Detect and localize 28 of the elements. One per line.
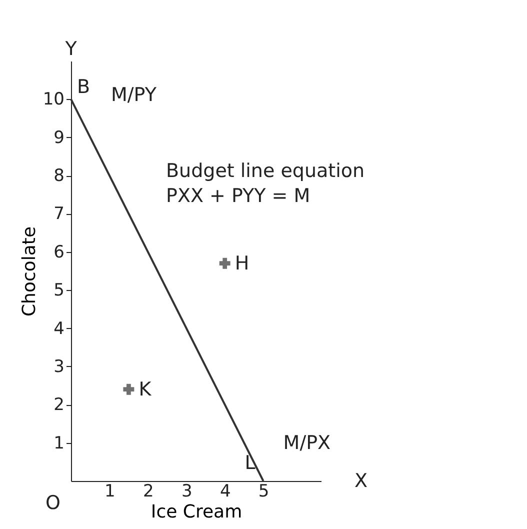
y-tick-label: 8 <box>54 166 64 186</box>
x-tick-label: 1 <box>104 482 116 502</box>
annotation: M/PX <box>283 432 331 454</box>
y-tick-label: 6 <box>54 242 64 262</box>
y-axis-title: Chocolate <box>18 226 40 317</box>
y-tick-label: 10 <box>42 90 64 110</box>
x-tick-label: 3 <box>181 482 192 502</box>
x-tick-label: 2 <box>143 482 154 502</box>
text: X <box>354 470 368 492</box>
annotation: PXX + PYY = M <box>166 185 310 207</box>
y-tick-label: 7 <box>54 204 64 224</box>
y-tick-label: 2 <box>54 395 64 416</box>
x-tick-label: 5 <box>258 482 270 502</box>
annotation: K <box>138 378 152 400</box>
y-tick-label: 1 <box>54 433 64 454</box>
annotation: L <box>244 452 256 474</box>
x-axis-title: Ice Cream <box>150 502 242 522</box>
y-tick-label: 3 <box>54 356 64 377</box>
y-tick-label: 9 <box>54 128 64 148</box>
y-tick-label: 4 <box>54 318 64 339</box>
annotation: Budget line equation <box>166 160 365 182</box>
text: O <box>46 492 60 514</box>
x-tick-label: 4 <box>220 482 231 502</box>
text: Y <box>64 38 78 60</box>
y-tick-label: 5 <box>54 280 64 301</box>
annotation: B <box>77 76 90 98</box>
annotation: H <box>234 252 250 274</box>
annotation: M/PY <box>111 84 157 106</box>
